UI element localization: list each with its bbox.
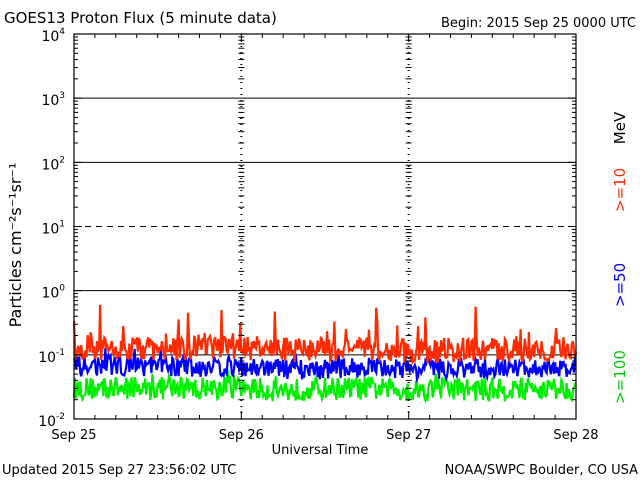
legend-entry-50mev: >=50 — [611, 263, 629, 307]
begin-time-label: Begin: 2015 Sep 25 0000 UTC — [441, 16, 636, 31]
series-line-1 — [73, 348, 577, 384]
y-tick-label: 103 — [41, 91, 65, 109]
y-tick-label: 10-2 — [38, 412, 65, 430]
y-tick-label: 102 — [41, 155, 65, 173]
x-tick-label: Sep 28 — [553, 428, 598, 443]
legend-unit: MeV — [611, 111, 629, 144]
x-tick-label: Sep 26 — [219, 428, 264, 443]
series-line-2 — [72, 370, 578, 404]
credit-label: NOAA/SWPC Boulder, CO USA — [445, 463, 638, 478]
y-tick-label: 100 — [41, 284, 65, 302]
updated-timestamp: Updated 2015 Sep 27 23:56:02 UTC — [2, 463, 236, 478]
x-tick-label: Sep 25 — [51, 428, 96, 443]
y-axis-label: Particles cm⁻²s⁻¹sr⁻¹ — [6, 163, 25, 328]
legend-entry-100mev: >=100 — [611, 350, 629, 404]
grid — [74, 34, 576, 419]
axes — [73, 33, 577, 420]
tick-labels: 10-2 10-1 100 101 102 103 104 Sep 25 Sep 26 Sep 2… — [38, 27, 598, 443]
legend-entry-10mev: >=10 — [611, 168, 629, 212]
series-line-0 — [72, 304, 578, 365]
y-tick-label: 101 — [41, 220, 65, 238]
series-layer — [72, 304, 578, 404]
x-axis-label: Universal Time — [272, 443, 369, 458]
x-tick-label: Sep 27 — [386, 428, 431, 443]
y-tick-label: 10-1 — [38, 348, 65, 366]
y-tick-label: 104 — [41, 27, 65, 45]
chart-title: GOES13 Proton Flux (5 minute data) — [4, 9, 277, 27]
legend: MeV >=10 >=50 >=100 — [611, 111, 629, 404]
